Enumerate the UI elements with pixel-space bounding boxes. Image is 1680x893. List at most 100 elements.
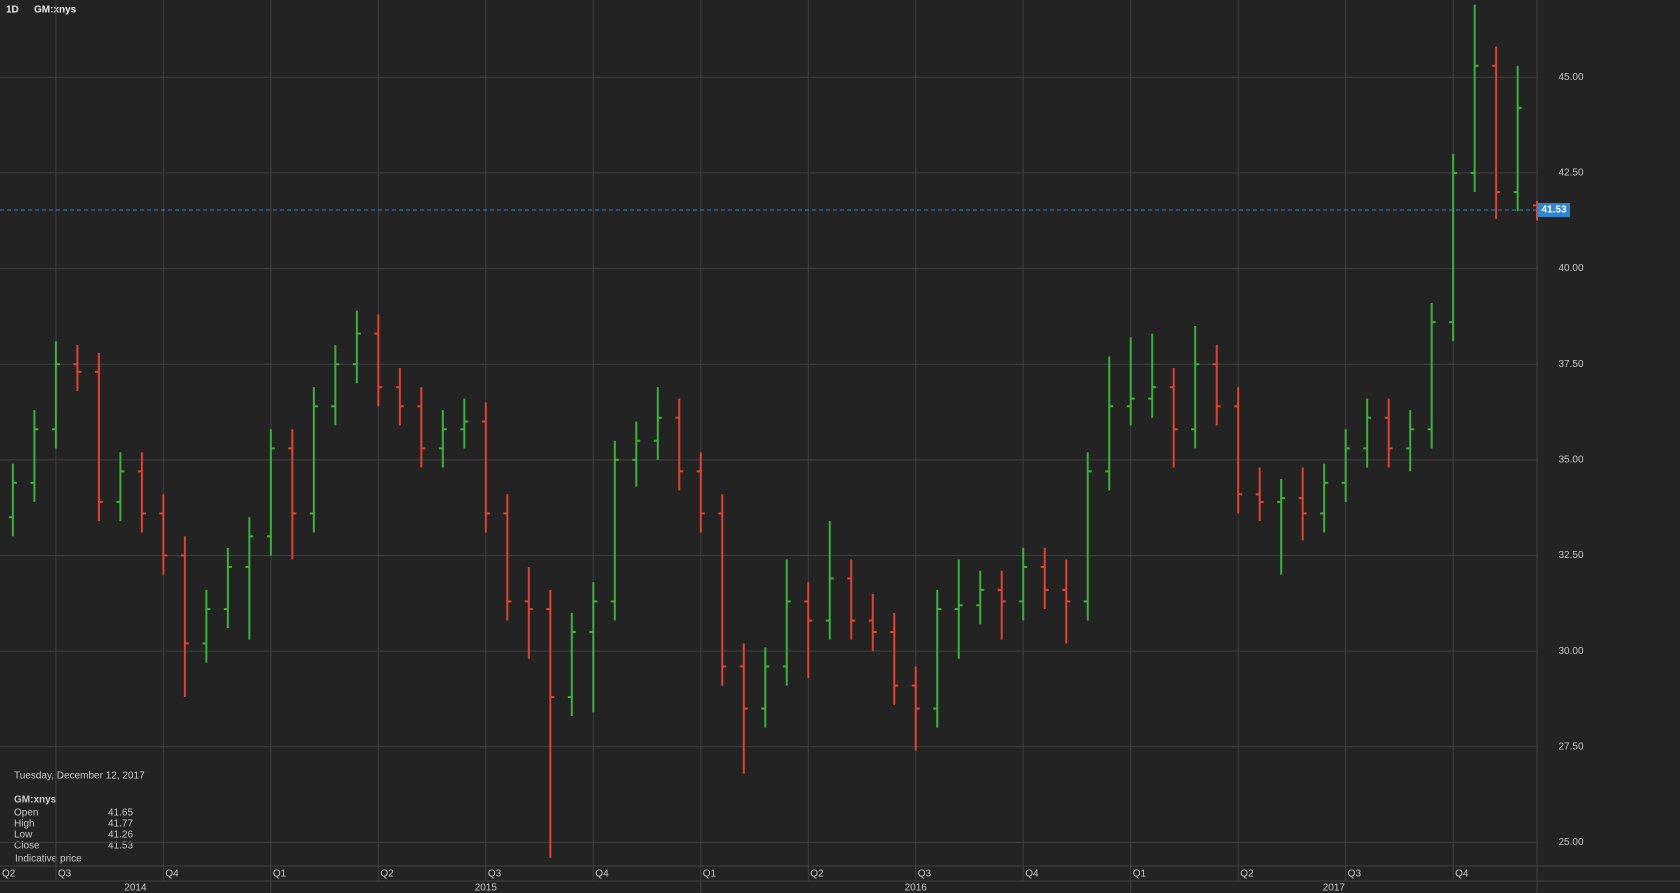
ohlc-bar — [524, 566, 533, 659]
ohlc-bar — [352, 310, 361, 384]
ohlc-bar — [1277, 478, 1286, 575]
y-tick-label: 42.50 — [1558, 168, 1583, 179]
x-tick-label: Q3 — [918, 869, 932, 880]
ohlc-bar — [782, 559, 791, 686]
ohlc-bar — [911, 666, 920, 751]
symbol: GM:xnys — [34, 5, 77, 16]
ohlc-bar — [718, 494, 727, 686]
ohlc-bar — [1105, 356, 1114, 491]
year-label: 2017 — [1323, 883, 1346, 893]
year-label: 2015 — [475, 883, 498, 893]
ohlc-bar — [804, 582, 813, 678]
x-tick-label: Q2 — [810, 869, 824, 880]
ohlc-bar — [30, 410, 39, 502]
x-tick-label: Q2 — [1240, 869, 1254, 880]
y-tick-label: 37.50 — [1558, 359, 1583, 370]
info-field: Close — [14, 841, 40, 852]
y-tick-label: 25.00 — [1558, 837, 1583, 848]
ohlc-bar — [653, 387, 662, 460]
ohlc-bar — [1255, 467, 1264, 522]
ohlc-bar — [954, 559, 963, 659]
ohlc-bar — [1363, 398, 1372, 468]
y-tick-label: 27.50 — [1558, 741, 1583, 752]
ohlc-bar — [331, 345, 340, 426]
y-tick-label: 35.00 — [1558, 454, 1583, 465]
y-tick-label: 45.00 — [1558, 72, 1583, 83]
info-value: 41.53 — [108, 841, 133, 852]
ohlc-bar — [632, 421, 641, 487]
x-tick-label: Q3 — [488, 869, 502, 880]
ohlc-bar — [1169, 368, 1178, 468]
ohlc-bar — [868, 593, 877, 652]
ohlc-bar — [245, 517, 254, 640]
x-tick-label: Q4 — [1025, 869, 1039, 880]
ohlc-bar — [73, 345, 82, 391]
last-price-label: 41.53 — [1541, 205, 1566, 216]
ohlc-bar — [1470, 4, 1479, 193]
ohlc-bar — [933, 589, 942, 728]
info-field: Low — [14, 830, 33, 841]
ohlc-bar — [1384, 398, 1393, 468]
ohlc-bar — [739, 643, 748, 774]
ohlc-bar — [1191, 325, 1200, 449]
info-box: Tuesday, December 12, 2017 GM:xnys Indic… — [14, 771, 145, 865]
ohlc-bar — [94, 352, 103, 522]
ohlc-bar — [438, 410, 447, 468]
x-tick-label: Q2 — [2, 869, 16, 880]
ohlc-bar — [180, 536, 189, 698]
info-note: Indicative price — [15, 854, 82, 865]
ohlc-bar — [1040, 547, 1049, 610]
ohlc-bar — [1212, 345, 1221, 426]
x-tick-label: Q2 — [380, 869, 394, 880]
ohlc-bar — [1427, 302, 1436, 449]
ohlc-bar — [460, 398, 469, 449]
ohlc-bar — [51, 341, 60, 449]
x-tick-label: Q4 — [165, 869, 179, 880]
y-tick-label: 32.50 — [1558, 550, 1583, 561]
ohlc-bar — [1148, 333, 1157, 418]
ohlc-bar — [1234, 387, 1243, 514]
ohlc-bar — [288, 429, 297, 560]
info-value: 41.26 — [108, 830, 133, 841]
last-price-box — [1538, 203, 1570, 218]
ohlc-bar — [1062, 559, 1071, 644]
ohlc-bar — [1492, 46, 1501, 219]
ohlc-bar — [1320, 463, 1329, 533]
ohlc-bar — [997, 570, 1006, 640]
interval: 1D — [6, 5, 19, 16]
ohlc-bar — [417, 387, 426, 468]
ohlc-bar — [1341, 429, 1350, 502]
ohlc-bar — [761, 647, 770, 728]
ohlc-bar — [309, 387, 318, 533]
ohlc-bar — [696, 452, 705, 533]
ohlc-bar — [159, 494, 168, 575]
y-tick-label: 40.00 — [1558, 263, 1583, 274]
info-value: 41.77 — [108, 819, 133, 830]
info-field: High — [14, 819, 35, 830]
ohlc-bar — [1406, 410, 1415, 472]
year-label: 2016 — [905, 883, 928, 893]
x-tick-label: Q3 — [1348, 869, 1362, 880]
x-tick-label: Q4 — [1455, 869, 1469, 880]
ohlc-bar — [116, 452, 125, 522]
x-tick-label: Q4 — [595, 869, 609, 880]
ohlc-bar — [481, 402, 490, 533]
ohlc-bar — [567, 612, 576, 717]
x-tick-label: Q1 — [273, 869, 287, 880]
y-tick-label: 30.00 — [1558, 646, 1583, 657]
year-label: 2014 — [124, 883, 147, 893]
info-value: 41.65 — [108, 808, 133, 819]
x-tick-label: Q1 — [703, 869, 717, 880]
ohlc-bar — [589, 582, 598, 713]
ohlc-bar — [374, 314, 383, 407]
ohlc-bar — [395, 368, 404, 426]
ohlc-bar — [847, 559, 856, 640]
ohlc-bar — [890, 612, 899, 705]
ohlc-bar — [266, 429, 275, 556]
ohlc-bar — [223, 547, 232, 629]
info-symbol: GM:xnys — [14, 795, 57, 806]
info-date: Tuesday, December 12, 2017 — [14, 771, 145, 782]
ohlc-bar — [1298, 467, 1307, 541]
